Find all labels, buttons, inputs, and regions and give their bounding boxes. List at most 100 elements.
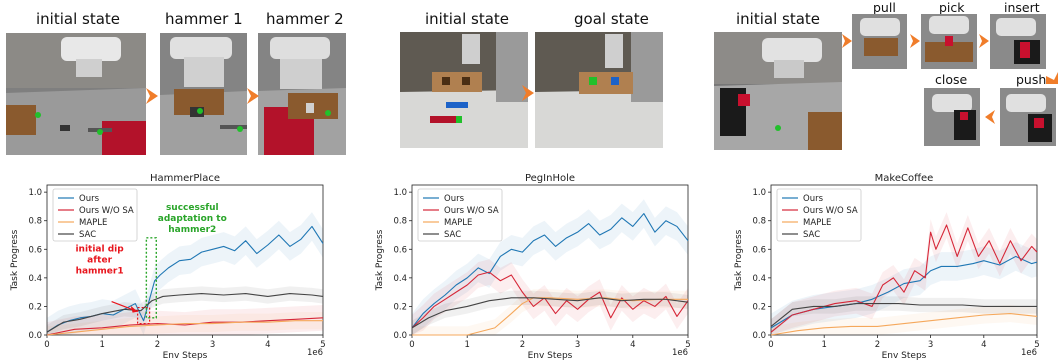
series-line-sac [411, 297, 689, 329]
arrow-icon [842, 34, 852, 48]
x-tick-label: 3 [210, 340, 215, 350]
x-tick-label: 0 [409, 340, 414, 350]
caption-coffee-insert: insert [1004, 0, 1040, 15]
x-tick-label: 0 [44, 340, 49, 350]
x-scale-label: 1e6 [307, 348, 323, 358]
arrow-icon [910, 34, 920, 48]
x-scale-label: 1e6 [1021, 348, 1037, 358]
legend-entry: Ours W/O SA [803, 206, 858, 216]
x-tick-label: 4 [630, 340, 635, 350]
x-tick-label: 1 [99, 340, 104, 350]
x-tick-label: 5 [1034, 340, 1039, 350]
arrow-icon [522, 85, 534, 101]
y-tick-label: 0.0 [752, 331, 766, 341]
caption-coffee-pull: pull [873, 0, 896, 15]
coffee-insert-image [990, 14, 1046, 69]
series-line-sac [770, 303, 1037, 327]
y-tick-label: 0.0 [28, 331, 42, 341]
coffee-push-image [1000, 88, 1056, 146]
peg-initial-image [400, 32, 528, 148]
series-band-ours [771, 242, 1037, 335]
y-tick-label: 0.8 [393, 217, 407, 227]
caption-coffee-pick: pick [939, 0, 965, 15]
annotation-box-green [145, 237, 157, 319]
legend-entry: SAC [444, 230, 461, 240]
x-tick-label: 5 [685, 340, 690, 350]
y-tick-label: 1.0 [393, 188, 407, 198]
plot-frame [770, 184, 1038, 336]
series-band-sac [47, 286, 323, 335]
x-tick-label: 1 [821, 340, 826, 350]
legend-entry: Ours [79, 194, 100, 204]
series-line-ours-w-o-sa [411, 271, 689, 329]
arrow-icon [1046, 72, 1058, 84]
caption-coffee-push: push [1016, 72, 1047, 87]
x-axis-label: Env Steps [528, 351, 573, 360]
annotation-arrow-head [130, 305, 138, 313]
plot-frame [46, 184, 324, 336]
x-tick-label: 5 [320, 340, 325, 350]
caption-peg-initial: initial state [425, 10, 510, 28]
arrow-icon [979, 34, 989, 48]
y-tick-label: 1.0 [28, 188, 42, 198]
legend-entry: Ours W/O SA [79, 206, 134, 216]
caption-coffee-close: close [935, 72, 968, 87]
legend [776, 188, 862, 242]
annotation-box-red [137, 306, 151, 325]
coffee-pick-image [921, 14, 977, 69]
y-axis-label: Task Progress [10, 229, 20, 291]
series-line-ours-w-o-sa [770, 224, 1038, 333]
x-tick-label: 2 [520, 340, 525, 350]
annotation-text-green: hammer2 [168, 225, 216, 235]
series-band-ours-w-o-sa [771, 212, 1037, 335]
legend [52, 188, 138, 242]
x-tick-label: 0 [768, 340, 773, 350]
series-band-ours [412, 199, 688, 335]
legend-entry: Ours [444, 194, 465, 204]
x-tick-label: 3 [575, 340, 580, 350]
annotation-text-red: after [87, 256, 112, 266]
y-tick-label: 0.6 [752, 245, 766, 255]
legend-entry: SAC [79, 230, 96, 240]
y-tick-label: 0.2 [393, 302, 407, 312]
chart-title: MakeCoffee [875, 173, 934, 184]
series-line-maple [46, 320, 323, 336]
coffee-close-image [924, 88, 980, 146]
legend-entry: MAPLE [803, 218, 831, 228]
annotation-text-green: successful [166, 203, 219, 213]
caption-hammer-1: hammer 1 [165, 10, 243, 28]
x-axis-label: Env Steps [882, 351, 927, 360]
arrow-icon [146, 88, 158, 104]
caption-hammer-initial: initial state [36, 10, 121, 28]
x-axis-label: Env Steps [163, 351, 208, 360]
coffee-initial-image [714, 32, 842, 150]
y-tick-label: 0.0 [393, 331, 407, 341]
legend-entry: SAC [803, 230, 820, 240]
y-tick-label: 1.0 [752, 188, 766, 198]
caption-peg-goal: goal state [574, 10, 649, 28]
y-axis-label: Task Progress [734, 229, 744, 291]
x-tick-label: 1 [464, 340, 469, 350]
chart-title: HammerPlace [150, 173, 220, 184]
legend-entry: Ours [803, 194, 824, 204]
coffee-pull-image [852, 14, 907, 69]
arrow-icon [247, 88, 259, 104]
y-tick-label: 0.8 [28, 217, 42, 227]
caption-coffee-initial: initial state [736, 10, 821, 28]
legend-entry: Ours W/O SA [444, 206, 499, 216]
y-tick-label: 0.4 [393, 274, 407, 284]
y-tick-label: 0.2 [28, 302, 42, 312]
y-tick-label: 0.6 [393, 245, 407, 255]
y-tick-label: 0.4 [752, 274, 766, 284]
series-line-ours [411, 213, 689, 329]
x-tick-label: 3 [928, 340, 933, 350]
x-scale-label: 1e6 [672, 348, 688, 358]
x-tick-label: 4 [265, 340, 270, 350]
hammer-2-image [258, 33, 346, 155]
hammer-initial-image [6, 33, 146, 155]
series-line-ours-w-o-sa [46, 317, 324, 336]
